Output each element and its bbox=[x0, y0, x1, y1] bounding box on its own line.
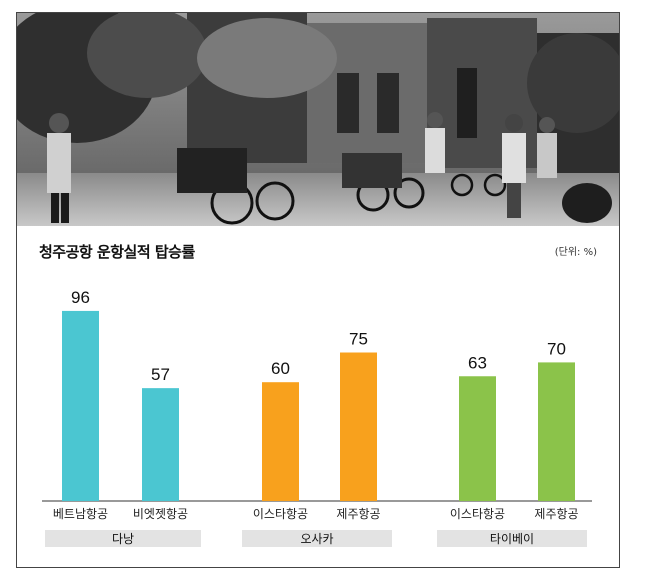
street-photo-image bbox=[17, 13, 619, 226]
group-label-band bbox=[437, 530, 587, 547]
bar-category-label: 베트남항공 bbox=[53, 507, 108, 521]
bar-value-label: 75 bbox=[349, 330, 368, 349]
bar bbox=[62, 310, 99, 501]
group-label: 오사카 bbox=[300, 532, 333, 546]
bar-category-label: 제주항공 bbox=[336, 507, 380, 521]
bar-value-label: 63 bbox=[468, 353, 487, 372]
group-label: 다낭 bbox=[112, 532, 134, 546]
bar bbox=[262, 382, 299, 501]
street-photo bbox=[17, 13, 619, 226]
bar-value-label: 57 bbox=[151, 365, 170, 384]
bar-category-label: 이스타항공 bbox=[450, 507, 505, 521]
bar-value-label: 60 bbox=[271, 359, 290, 378]
bar-value-label: 96 bbox=[71, 288, 90, 307]
group-label-band bbox=[45, 530, 201, 547]
bar bbox=[340, 352, 377, 501]
bar bbox=[459, 376, 496, 501]
bar-category-label: 제주항공 bbox=[534, 507, 578, 521]
group-label-band bbox=[242, 530, 392, 547]
bar bbox=[538, 362, 575, 501]
unit-label: (단위: %) bbox=[554, 247, 597, 258]
bar-category-label: 비엣젯항공 bbox=[133, 507, 188, 521]
bar-category-label: 이스타항공 bbox=[253, 507, 308, 521]
group-label: 타이베이 bbox=[490, 532, 534, 546]
bar bbox=[142, 388, 179, 501]
chart-title: 청주공항 운항실적 탑승률 bbox=[39, 243, 195, 261]
bar-chart: 96베트남항공57비엣젯항공다낭60이스타항공75제주항공오사카63이스타항공7… bbox=[42, 288, 592, 547]
bar-value-label: 70 bbox=[547, 339, 566, 358]
